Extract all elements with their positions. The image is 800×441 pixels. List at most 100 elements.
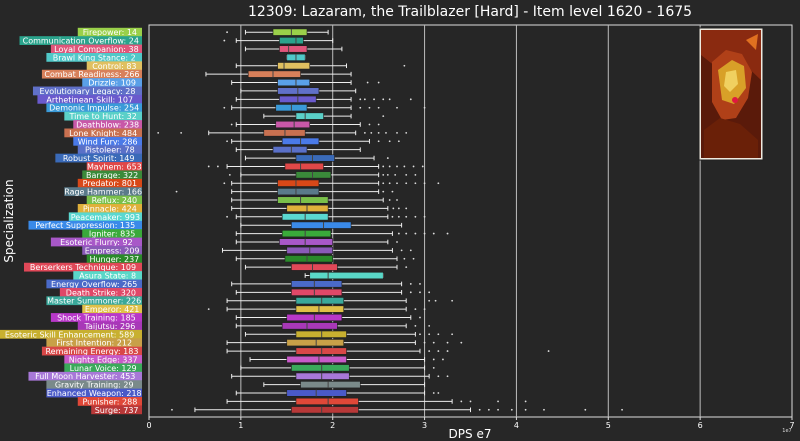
category-label: Deathblow: 238 — [73, 120, 142, 130]
x-axis-scale-note: 1e7 — [782, 428, 791, 434]
category-label: Rage Hammer: 166 — [64, 187, 142, 197]
outlier-point — [487, 408, 490, 411]
category-label-bg — [46, 103, 142, 113]
outlier-point — [388, 140, 391, 143]
box-group — [244, 330, 454, 338]
box — [277, 179, 320, 187]
category-label: Gravity Training: 29 — [46, 380, 142, 390]
outlier-point — [414, 182, 417, 185]
outlier-point — [419, 283, 421, 285]
category-label: Punisher: 288 — [77, 397, 142, 406]
category-label-bg — [59, 287, 143, 297]
outlier-point — [377, 131, 380, 134]
outlier-point — [419, 291, 421, 294]
outlier-point — [405, 131, 408, 134]
box — [284, 255, 334, 263]
category-label: Shock Training: 185 — [50, 313, 142, 323]
outlier-point — [171, 408, 173, 411]
outlier-point — [396, 106, 398, 109]
outlier-point — [388, 165, 391, 168]
outlier-point — [403, 257, 406, 260]
category-label: Wind Fury: 286 — [73, 136, 142, 146]
outlier-point — [460, 341, 463, 344]
box — [291, 406, 359, 414]
category-label-bg — [77, 321, 142, 331]
outlier-point — [423, 308, 426, 311]
x-axis-label: DPS e7 — [449, 427, 492, 441]
outlier-point — [442, 358, 444, 361]
outlier-point — [388, 98, 391, 101]
category-label-bg — [73, 271, 142, 280]
outlier-point — [510, 408, 513, 411]
category-label-bg — [86, 61, 142, 71]
outlier-point — [414, 215, 417, 218]
outlier-point — [207, 308, 210, 311]
box — [295, 397, 359, 405]
category-label-bg — [64, 187, 142, 197]
category-label-text: First Intention: 212 — [56, 339, 132, 348]
outlier-point — [396, 131, 398, 134]
category-label-text: Death Strike: 320 — [66, 288, 136, 297]
box — [247, 70, 301, 78]
category-label-bg — [55, 153, 142, 163]
x-tick-label: 5 — [606, 421, 611, 430]
category-label: Empress: 209 — [82, 245, 142, 255]
box-group — [226, 347, 550, 355]
outlier-point — [228, 173, 231, 176]
box — [277, 78, 311, 87]
outlier-point — [226, 140, 228, 143]
category-label-text: Firepower: 14 — [83, 28, 137, 37]
category-label: Lunar Voice: 129 — [64, 363, 142, 373]
category-label: Esoteric Skill Enhancement: 589 — [0, 329, 143, 339]
outlier-point — [414, 232, 417, 235]
category-label: Master Summoner: 226 — [46, 296, 142, 306]
outlier-point — [400, 249, 403, 252]
outlier-point — [432, 358, 435, 361]
category-label-bg — [46, 279, 142, 289]
outlier-point — [434, 299, 437, 302]
outlier-point — [451, 333, 454, 336]
category-label: Combat Readiness: 266 — [41, 69, 142, 79]
outlier-point — [437, 182, 440, 185]
category-label: Emperor: 421 — [82, 304, 142, 314]
category-label: Pistoleer: 78 — [77, 145, 142, 155]
outlier-point — [428, 299, 431, 302]
category-label-text: Empress: 209 — [85, 246, 140, 255]
box-group — [223, 37, 334, 45]
outlier-point — [584, 408, 587, 411]
category-label-text: Emperor: 421 — [85, 305, 140, 314]
outlier-point — [396, 199, 398, 201]
box — [291, 288, 343, 296]
box-group — [205, 70, 352, 78]
category-label: Asura State: 8 — [73, 271, 142, 281]
category-label-text: Barrage: 322 — [86, 171, 138, 180]
category-label-text: Arthetinean Skill: 107 — [46, 95, 133, 104]
category-label-bg — [77, 145, 142, 155]
category-label-bg — [46, 380, 142, 390]
box-group — [226, 28, 329, 36]
category-label: Remaining Energy: 183 — [41, 346, 142, 356]
outlier-point — [428, 350, 431, 352]
box-group — [235, 238, 398, 246]
outlier-point — [230, 123, 233, 126]
box — [295, 112, 324, 120]
outlier-point — [366, 81, 369, 84]
box — [286, 339, 345, 347]
outlier-point — [382, 115, 385, 118]
outlier-point — [397, 215, 400, 218]
category-label: Lone Knight: 484 — [64, 128, 142, 138]
box — [286, 355, 347, 364]
outlier-point — [460, 400, 463, 403]
outlier-point — [497, 408, 499, 411]
category-label-text: Lunar Voice: 129 — [70, 364, 137, 373]
category-label: Energy Overflow: 265 — [46, 279, 142, 289]
box-group — [286, 53, 306, 61]
outlier-point — [377, 140, 380, 143]
outlier-point — [437, 375, 440, 378]
outlier-point — [421, 165, 424, 168]
category-label-text: Perfect Suppression: 135 — [35, 221, 135, 230]
outlier-point — [386, 173, 389, 176]
box — [277, 62, 311, 70]
x-tick-label: 2 — [330, 421, 335, 430]
outlier-point — [405, 232, 408, 235]
